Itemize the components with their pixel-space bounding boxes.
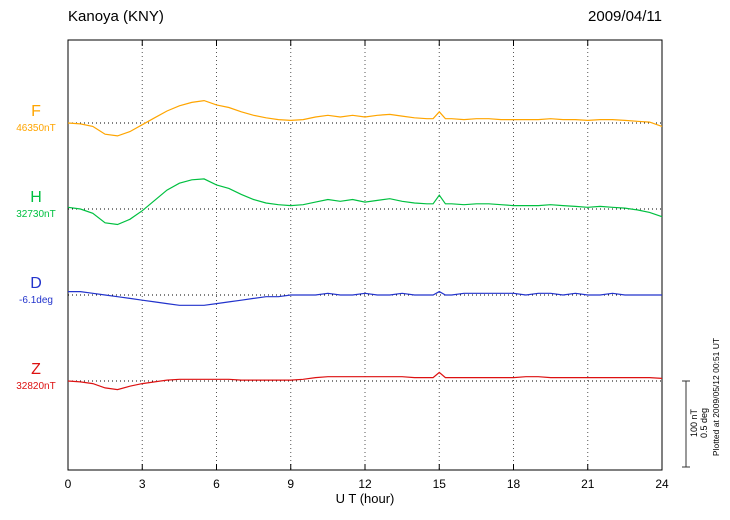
scale-label-nt: 100 nT <box>689 408 699 438</box>
x-tick-label: 21 <box>581 477 595 491</box>
series-letter-D: D <box>30 275 42 292</box>
series-baseline-F: 46350nT <box>16 123 56 134</box>
plot-date: 2009/04/11 <box>588 8 662 25</box>
series-baseline-H: 32730nT <box>16 209 56 220</box>
series-baseline-Z: 32820nT <box>16 381 56 392</box>
series-label-0: F 46350nT <box>8 104 64 135</box>
x-axis-label: U T (hour) <box>335 491 395 506</box>
scale-bar-labels: 100 nT 0.5 deg <box>689 400 709 446</box>
x-tick-label: 12 <box>358 477 372 491</box>
x-tick-label: 15 <box>433 477 447 491</box>
trace-H <box>67 178 663 226</box>
series-letter-Z: Z <box>31 361 41 378</box>
trace-D <box>68 290 662 306</box>
series-label-3: Z 32820nT <box>8 362 64 393</box>
series-label-2: D -6.1deg <box>8 276 64 307</box>
x-tick-label: 9 <box>287 477 294 491</box>
x-tick-label: 3 <box>139 477 146 491</box>
series-baseline-D: -6.1deg <box>19 295 53 306</box>
series-letter-F: F <box>31 103 41 120</box>
x-tick-label: 24 <box>655 477 669 491</box>
scale-label-deg: 0.5 deg <box>699 407 709 439</box>
plot-frame <box>67 39 663 471</box>
series-letter-H: H <box>30 189 42 206</box>
x-tick-label: 18 <box>507 477 521 491</box>
trace-Z <box>67 371 663 391</box>
station-title: Kanoya (KNY) <box>68 8 164 25</box>
plotted-at-note: Plotted at 2009/05/12 00:51 UT <box>711 337 721 457</box>
series-label-1: H 32730nT <box>8 190 64 221</box>
trace-F <box>67 99 663 137</box>
x-tick-label: 0 <box>65 477 72 491</box>
x-tick-label: 6 <box>213 477 220 491</box>
